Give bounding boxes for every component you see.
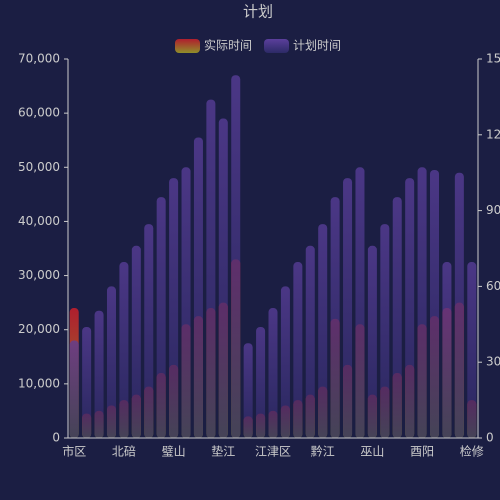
- y-tick-label: 20,000: [18, 322, 60, 336]
- x-tick-label: 黔江: [311, 444, 335, 459]
- y-tick-label: 60,000: [18, 106, 60, 120]
- x-tick-label: 璧山: [162, 444, 186, 459]
- bar: [156, 197, 166, 438]
- bar: [417, 167, 427, 439]
- y-tick-label: 30,000: [18, 268, 60, 282]
- x-tick-label: 市区: [62, 444, 86, 459]
- y2-tick-label: 1200: [486, 127, 500, 141]
- bar: [454, 172, 464, 438]
- x-tick-label: 北碚: [112, 444, 136, 459]
- y-tick-label: 40,000: [18, 214, 60, 228]
- y2-tick-label: 600: [486, 279, 500, 293]
- bar: [343, 178, 353, 438]
- bar: [256, 327, 266, 438]
- bar: [330, 197, 340, 438]
- x-tick-label: 巫山: [360, 445, 384, 459]
- bar: [442, 262, 452, 438]
- chart-title: 计划: [243, 3, 273, 21]
- bar: [243, 343, 253, 438]
- bar: [218, 118, 228, 439]
- bar: [82, 327, 92, 438]
- bar: [131, 245, 141, 438]
- y-tick-label: 70,000: [18, 52, 60, 66]
- bar: [144, 224, 154, 438]
- bar: [169, 178, 179, 438]
- bar: [367, 245, 377, 438]
- bar: [355, 167, 365, 439]
- y-tick-label: 0: [52, 431, 60, 445]
- y-tick-label: 50,000: [18, 160, 60, 174]
- bar: [181, 167, 191, 439]
- y2-tick-label: 0: [486, 431, 494, 445]
- y-tick-label: 10,000: [18, 376, 60, 390]
- y2-tick-label: 900: [486, 203, 500, 217]
- bar: [430, 169, 440, 438]
- y2-tick-label: 1500: [486, 52, 500, 66]
- x-tick-label: 检修: [460, 444, 484, 459]
- bar: [318, 224, 328, 438]
- bar: [106, 286, 116, 438]
- bar: [293, 262, 303, 438]
- legend-label: 实际时间: [204, 38, 252, 53]
- bar: [206, 99, 216, 438]
- y2-tick-label: 300: [486, 355, 500, 369]
- x-tick-label: 江津区: [255, 445, 291, 459]
- bar: [231, 75, 241, 438]
- bar: [268, 308, 278, 438]
- bar: [280, 286, 290, 438]
- bar: [119, 262, 129, 438]
- legend-swatch: [175, 39, 200, 53]
- bar: [467, 262, 477, 438]
- bar: [392, 197, 402, 438]
- x-tick-label: 酉阳: [410, 445, 434, 459]
- bar: [94, 310, 104, 438]
- x-tick-label: 垫江: [211, 444, 235, 459]
- bar: [305, 245, 315, 438]
- bar: [193, 137, 203, 438]
- bar: [69, 340, 79, 438]
- legend-swatch: [264, 39, 290, 53]
- legend-label: 计划时间: [293, 39, 341, 53]
- bar: [380, 224, 390, 438]
- bar: [405, 178, 415, 438]
